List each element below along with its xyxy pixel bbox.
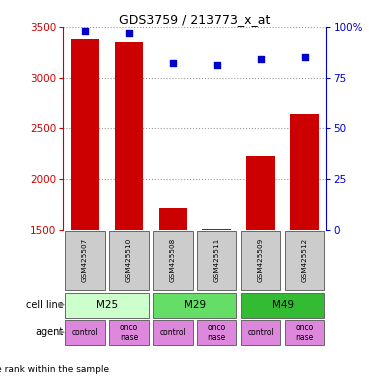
Point <box>126 30 132 36</box>
Bar <box>290 114 319 230</box>
Text: control: control <box>247 328 274 337</box>
FancyBboxPatch shape <box>153 293 236 318</box>
Bar <box>158 207 187 230</box>
FancyBboxPatch shape <box>241 231 280 290</box>
FancyBboxPatch shape <box>241 293 324 318</box>
Text: M29: M29 <box>184 300 206 310</box>
Point <box>302 54 308 60</box>
Text: GSM425512: GSM425512 <box>302 237 308 281</box>
Bar <box>115 42 143 230</box>
Text: M25: M25 <box>96 300 118 310</box>
FancyBboxPatch shape <box>285 320 324 346</box>
Text: GSM425508: GSM425508 <box>170 237 176 281</box>
Text: control: control <box>160 328 186 337</box>
FancyBboxPatch shape <box>153 231 193 290</box>
Bar <box>71 39 99 230</box>
Text: GSM425510: GSM425510 <box>126 237 132 281</box>
FancyBboxPatch shape <box>241 320 280 346</box>
FancyBboxPatch shape <box>65 293 149 318</box>
Text: cell line: cell line <box>26 300 64 310</box>
Bar <box>203 229 231 230</box>
FancyBboxPatch shape <box>285 231 324 290</box>
FancyBboxPatch shape <box>65 231 105 290</box>
Text: control: control <box>72 328 98 337</box>
Point <box>82 28 88 34</box>
Text: onco
nase: onco nase <box>120 323 138 342</box>
Legend: count, percentile rank within the sample: count, percentile rank within the sample <box>0 349 112 377</box>
Point <box>170 60 176 66</box>
Text: GSM425511: GSM425511 <box>214 237 220 281</box>
Point <box>214 62 220 68</box>
Point <box>258 56 264 63</box>
FancyBboxPatch shape <box>153 320 193 346</box>
FancyBboxPatch shape <box>109 320 149 346</box>
Text: onco
nase: onco nase <box>208 323 226 342</box>
Text: onco
nase: onco nase <box>295 323 313 342</box>
FancyBboxPatch shape <box>197 231 236 290</box>
Text: agent: agent <box>36 327 64 337</box>
FancyBboxPatch shape <box>65 320 105 346</box>
Text: M49: M49 <box>272 300 293 310</box>
Bar <box>246 156 275 230</box>
Text: GSM425507: GSM425507 <box>82 237 88 281</box>
Title: GDS3759 / 213773_x_at: GDS3759 / 213773_x_at <box>119 13 270 26</box>
FancyBboxPatch shape <box>197 320 236 346</box>
Text: GSM425509: GSM425509 <box>257 237 264 281</box>
FancyBboxPatch shape <box>109 231 149 290</box>
